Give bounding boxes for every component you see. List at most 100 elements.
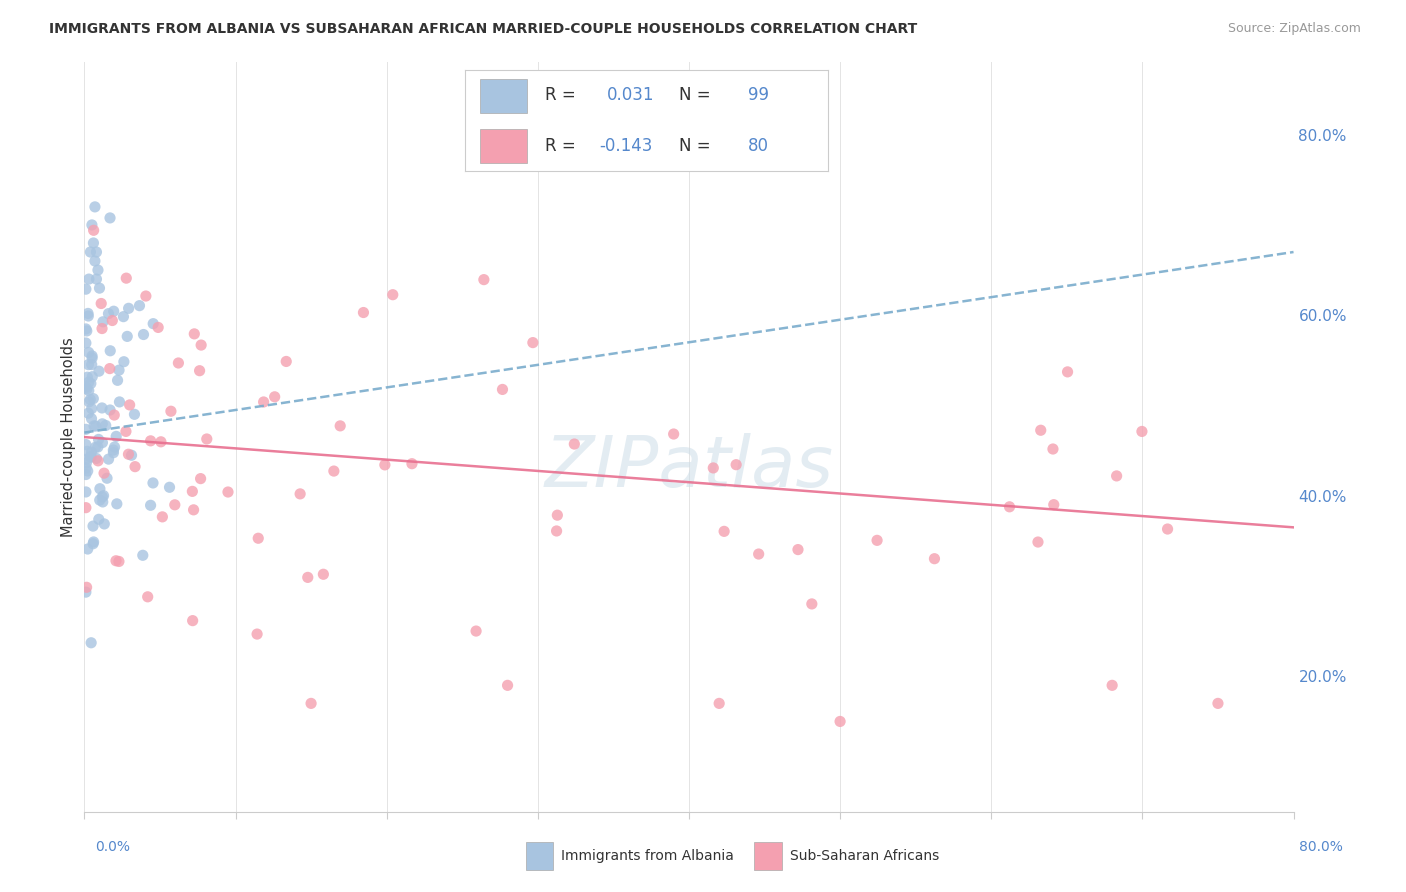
Point xyxy=(89,281,111,295)
Point xyxy=(76,541,98,556)
Point xyxy=(77,345,100,359)
Point xyxy=(546,508,568,523)
Point xyxy=(217,485,239,500)
Point xyxy=(75,461,97,475)
Point xyxy=(112,310,135,324)
Point xyxy=(75,585,97,599)
Point xyxy=(195,432,218,446)
Point xyxy=(86,245,108,260)
Point xyxy=(75,422,97,436)
Point xyxy=(76,580,98,594)
Point xyxy=(374,458,396,472)
Point xyxy=(142,475,165,490)
Text: ZIPatlas: ZIPatlas xyxy=(544,433,834,501)
Point xyxy=(87,454,110,468)
Point xyxy=(76,370,98,384)
Point xyxy=(77,406,100,420)
Point xyxy=(297,570,319,584)
Point xyxy=(77,394,100,409)
Point xyxy=(522,335,544,350)
Point xyxy=(80,349,103,363)
Point xyxy=(103,446,125,460)
Point xyxy=(491,383,513,397)
Point xyxy=(329,418,352,433)
Point xyxy=(79,450,101,464)
Point xyxy=(91,417,114,431)
Point xyxy=(115,425,138,439)
Point xyxy=(77,306,100,320)
Point xyxy=(725,458,748,472)
Point xyxy=(830,714,852,729)
Point xyxy=(75,456,97,470)
Point xyxy=(75,437,97,451)
Point xyxy=(190,472,212,486)
Point xyxy=(472,272,495,286)
Point xyxy=(188,364,211,378)
Text: 80.0%: 80.0% xyxy=(1299,840,1343,855)
Point xyxy=(87,263,110,277)
Text: Sub-Saharan Africans: Sub-Saharan Africans xyxy=(790,849,939,863)
Point xyxy=(322,464,344,478)
Point xyxy=(312,567,335,582)
Point xyxy=(748,547,770,561)
Point xyxy=(91,435,114,450)
Point xyxy=(80,376,103,391)
Point xyxy=(83,418,105,433)
Point xyxy=(84,254,107,268)
Point xyxy=(139,434,162,448)
Point xyxy=(1206,697,1229,711)
Point xyxy=(1042,498,1064,512)
Point xyxy=(787,542,810,557)
Point xyxy=(90,296,112,310)
Point xyxy=(1029,423,1052,437)
Point xyxy=(139,498,162,512)
Point xyxy=(496,678,519,692)
Point xyxy=(87,440,110,454)
Point xyxy=(253,395,276,409)
Point xyxy=(135,289,157,303)
Y-axis label: Married-couple Households: Married-couple Households xyxy=(60,337,76,537)
Point xyxy=(79,245,101,260)
Point xyxy=(103,443,125,458)
Point xyxy=(562,437,585,451)
Point xyxy=(1156,522,1178,536)
Point xyxy=(159,480,181,494)
Point xyxy=(80,411,103,425)
Point xyxy=(75,322,97,336)
Point xyxy=(94,418,117,433)
Point xyxy=(89,482,111,496)
Point xyxy=(121,448,143,462)
Point xyxy=(117,301,139,316)
Point xyxy=(167,356,190,370)
Point xyxy=(247,531,270,545)
Point xyxy=(76,444,98,458)
Point xyxy=(163,498,186,512)
Point xyxy=(83,223,105,237)
Point xyxy=(89,493,111,508)
Point xyxy=(132,549,155,563)
Point xyxy=(246,627,269,641)
Point xyxy=(84,440,107,454)
Point xyxy=(75,467,97,482)
Point xyxy=(136,590,159,604)
Point xyxy=(1042,442,1064,456)
Point xyxy=(103,440,125,454)
Point xyxy=(77,384,100,398)
Point xyxy=(181,614,204,628)
Point xyxy=(77,375,100,389)
Point xyxy=(108,363,131,377)
Point xyxy=(75,452,97,467)
Point xyxy=(80,636,103,650)
Point xyxy=(91,321,114,335)
Point xyxy=(150,509,173,524)
Point xyxy=(79,392,101,407)
Point xyxy=(181,484,204,499)
Point xyxy=(1105,469,1128,483)
Point xyxy=(800,597,823,611)
Point xyxy=(91,495,114,509)
Point xyxy=(124,459,146,474)
Point xyxy=(75,336,97,351)
Point xyxy=(702,461,724,475)
Point xyxy=(1130,425,1153,439)
Point xyxy=(97,452,120,467)
